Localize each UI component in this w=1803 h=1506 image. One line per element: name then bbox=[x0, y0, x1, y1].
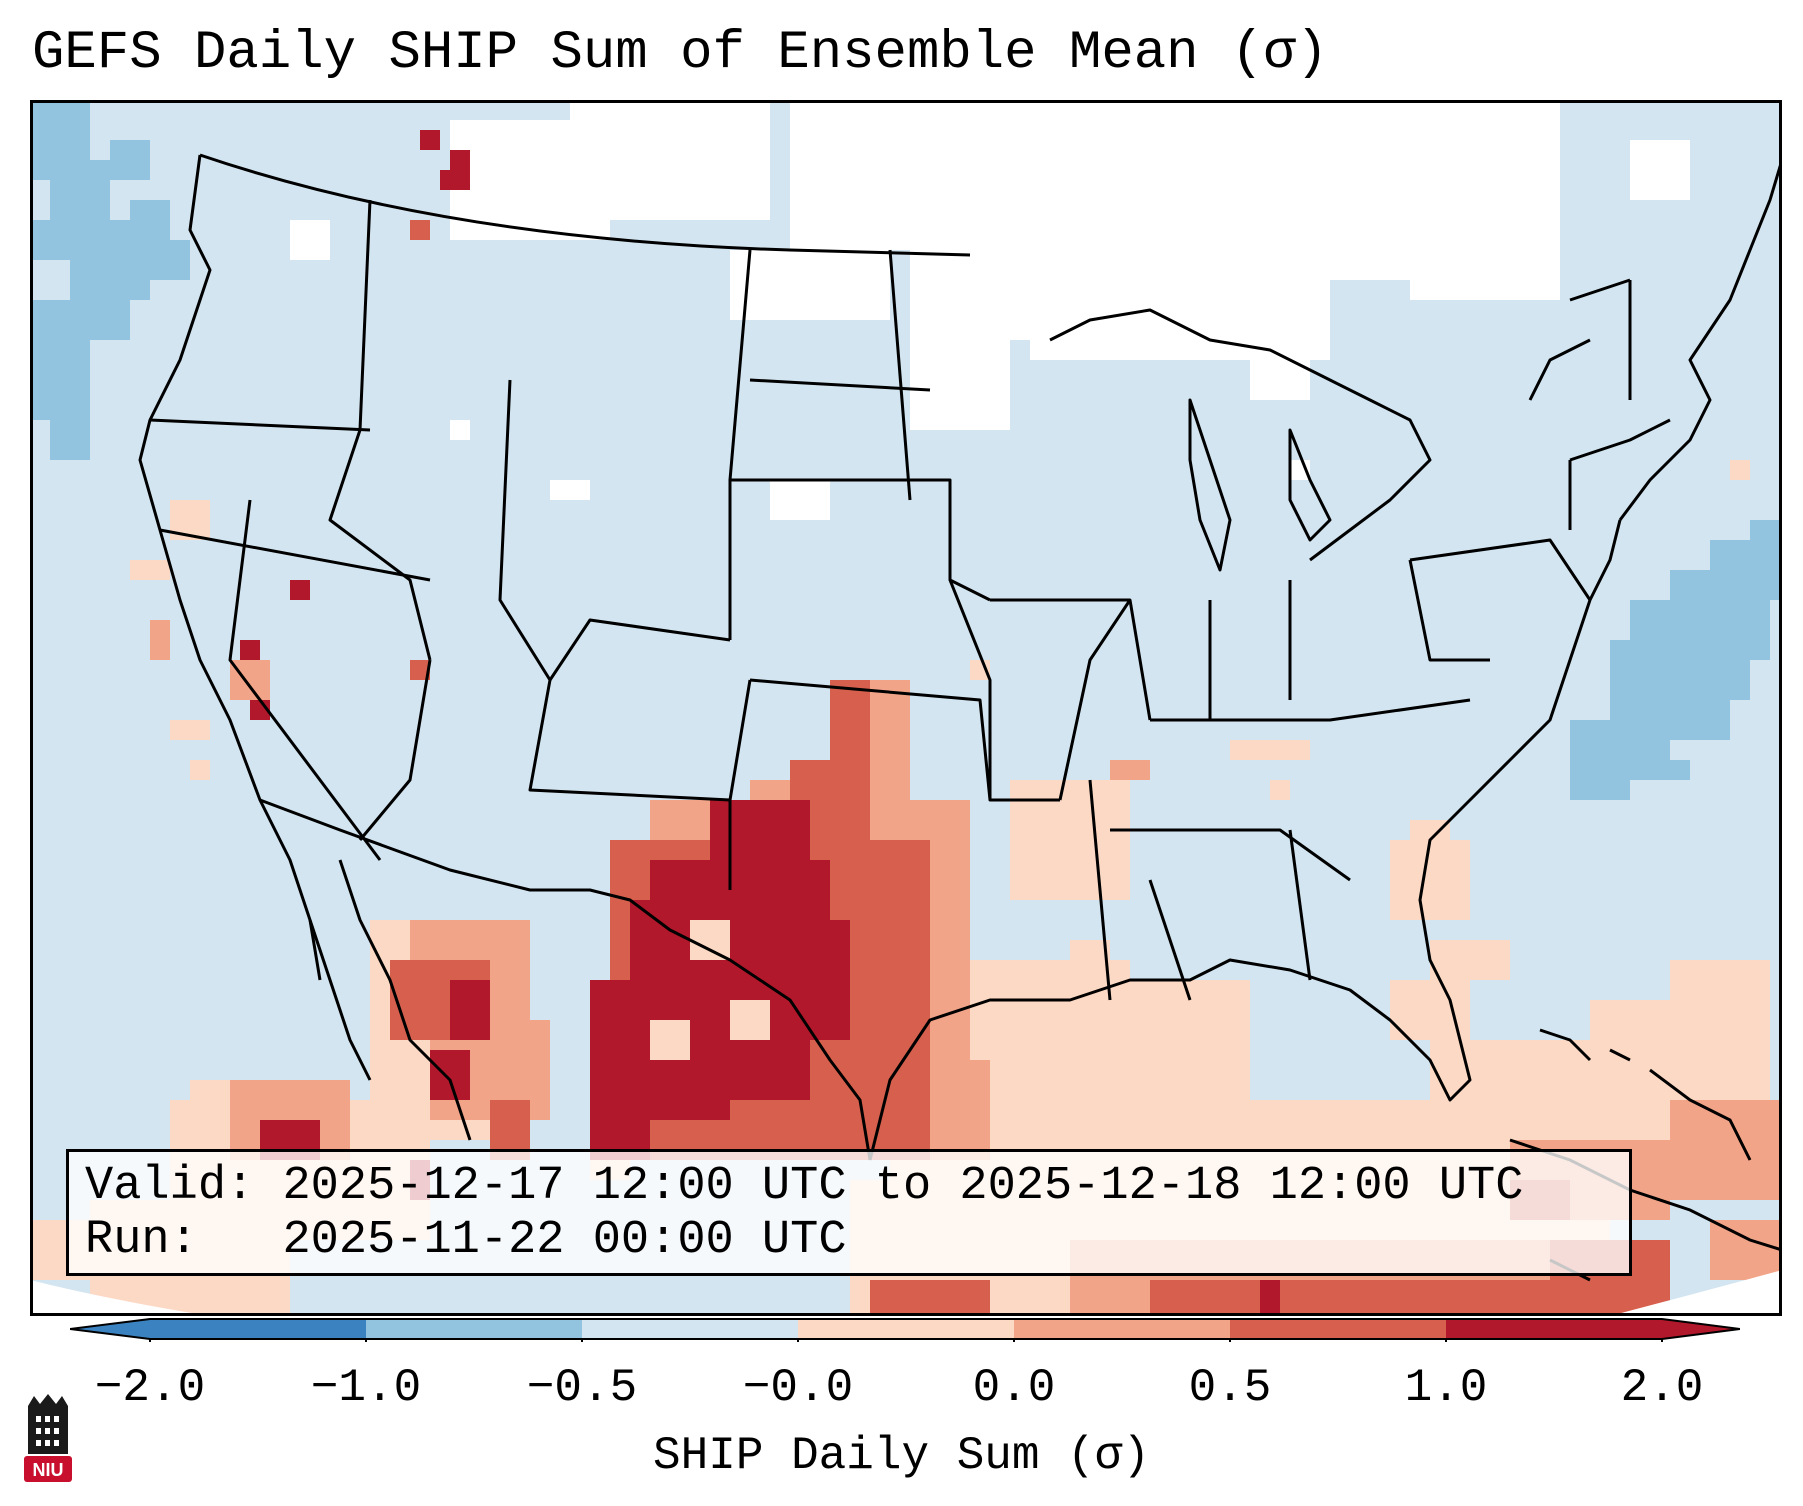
field-neutral-holes bbox=[650, 920, 770, 1060]
field-neutral-region bbox=[290, 100, 1690, 520]
tick-label-neg-1: −1.0 bbox=[310, 1362, 422, 1414]
map-frame bbox=[30, 100, 1782, 1316]
colorbar-segment bbox=[1014, 1319, 1230, 1339]
tick-label-neg-2: −2.0 bbox=[94, 1362, 206, 1414]
colorbar-extend-low bbox=[70, 1319, 150, 1339]
colorbar-extend-high bbox=[1662, 1319, 1740, 1339]
tick-label-0: 0.0 bbox=[972, 1362, 1056, 1414]
projection-edge-left bbox=[30, 1280, 210, 1316]
tick-label-neg-0-5: −0.5 bbox=[526, 1362, 638, 1414]
tick-label-0-5: 0.5 bbox=[1188, 1362, 1272, 1414]
run-label: Run: bbox=[85, 1214, 198, 1267]
colorbar bbox=[70, 1318, 1740, 1342]
geographic-boundaries bbox=[138, 153, 1782, 1161]
logo-text: NIU bbox=[33, 1460, 64, 1480]
valid-line: Valid: 2025-12-17 12:00 UTC to 2025-12-1… bbox=[85, 1160, 1523, 1214]
tick-label-1: 1.0 bbox=[1404, 1362, 1488, 1414]
tick-label-neg-0: −0.0 bbox=[742, 1362, 854, 1414]
run-value: 2025-11-22 00:00 UTC bbox=[282, 1214, 847, 1267]
colorbar-segment bbox=[582, 1319, 798, 1339]
valid-label: Valid: bbox=[85, 1160, 255, 1213]
colorbar-segment bbox=[1230, 1319, 1446, 1339]
map-title: GEFS Daily SHIP Sum of Ensemble Mean (σ) bbox=[32, 23, 1329, 84]
run-line: Run: 2025-11-22 00:00 UTC bbox=[85, 1214, 847, 1268]
validity-info-box: Valid: 2025-12-17 12:00 UTC to 2025-12-1… bbox=[66, 1149, 1632, 1276]
colorbar-segment bbox=[1446, 1319, 1662, 1339]
projection-edge-right bbox=[1610, 1270, 1782, 1316]
colorbar-label: SHIP Daily Sum (σ) bbox=[653, 1430, 1150, 1482]
niu-logo: NIU bbox=[24, 1394, 72, 1482]
tick-label-2: 2.0 bbox=[1620, 1362, 1704, 1414]
colorbar-segment bbox=[798, 1319, 1014, 1339]
field-negative-blue bbox=[30, 100, 1782, 800]
colorbar-segment bbox=[150, 1319, 366, 1339]
valid-value: 2025-12-17 12:00 UTC to 2025-12-18 12:00… bbox=[282, 1160, 1524, 1213]
map-panel bbox=[30, 100, 1782, 1316]
colorbar-segment bbox=[366, 1319, 582, 1339]
